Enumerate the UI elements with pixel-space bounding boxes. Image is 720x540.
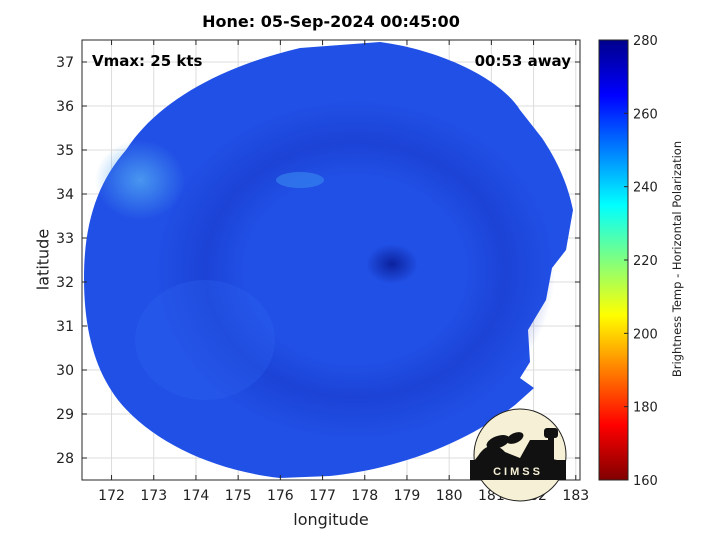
y-tick-label: 33 — [56, 231, 74, 247]
x-tick-label: 178 — [351, 488, 378, 504]
y-tick-label: 37 — [56, 55, 74, 71]
storm-center — [366, 244, 418, 284]
x-axis-label: longitude — [293, 510, 369, 529]
colorbar-tick-label: 260 — [633, 107, 658, 122]
chart-title: Hone: 05-Sep-2024 00:45:00 — [202, 12, 460, 31]
x-tick-label: 173 — [140, 488, 167, 504]
y-axis-label: latitude — [33, 228, 53, 291]
y-tick-label: 30 — [56, 363, 74, 379]
bright-streak — [276, 172, 324, 188]
y-tick-label: 29 — [56, 407, 74, 423]
y-tick-label: 34 — [56, 187, 74, 203]
x-tick-label: 176 — [267, 488, 294, 504]
time-away-label: 00:53 away — [474, 52, 571, 70]
colorbar — [599, 40, 628, 480]
y-tick-label: 32 — [56, 275, 74, 291]
colorbar-tick-label: 220 — [633, 254, 658, 269]
warm-patch — [95, 140, 185, 220]
colorbar-tick-label: 160 — [633, 474, 658, 489]
colorbar-label: Brightness Temp - Horizontal Polarizatio… — [670, 140, 684, 378]
y-axis: 28 29 30 31 32 33 34 35 36 37 — [56, 55, 580, 467]
cimss-logo: CIMSS — [470, 408, 567, 502]
x-tick-label: 175 — [225, 488, 252, 504]
y-tick-label: 31 — [56, 319, 74, 335]
colorbar-tick-label: 240 — [633, 181, 658, 196]
logo-text: CIMSS — [493, 466, 543, 478]
y-tick-label: 28 — [56, 451, 74, 467]
x-tick-label: 183 — [562, 488, 589, 504]
vmax-label: Vmax: 25 kts — [92, 52, 203, 70]
x-tick-label: 174 — [183, 488, 210, 504]
colorbar-tick-label: 180 — [633, 401, 658, 416]
x-tick-label: 172 — [98, 488, 125, 504]
y-tick-label: 35 — [56, 143, 74, 159]
light-region — [135, 280, 275, 400]
x-tick-label: 177 — [309, 488, 336, 504]
rain-band — [155, 100, 555, 440]
colorbar-tick-label: 280 — [633, 34, 658, 49]
x-tick-label: 180 — [436, 488, 463, 504]
colorbar-tick-label: 200 — [633, 327, 658, 342]
y-tick-label: 36 — [56, 99, 74, 115]
x-tick-label: 179 — [394, 488, 421, 504]
colorbar-axis: 160 180 200 220 240 260 280 — [624, 34, 658, 489]
axes-frame — [81, 39, 581, 481]
swath-layer — [84, 42, 573, 478]
